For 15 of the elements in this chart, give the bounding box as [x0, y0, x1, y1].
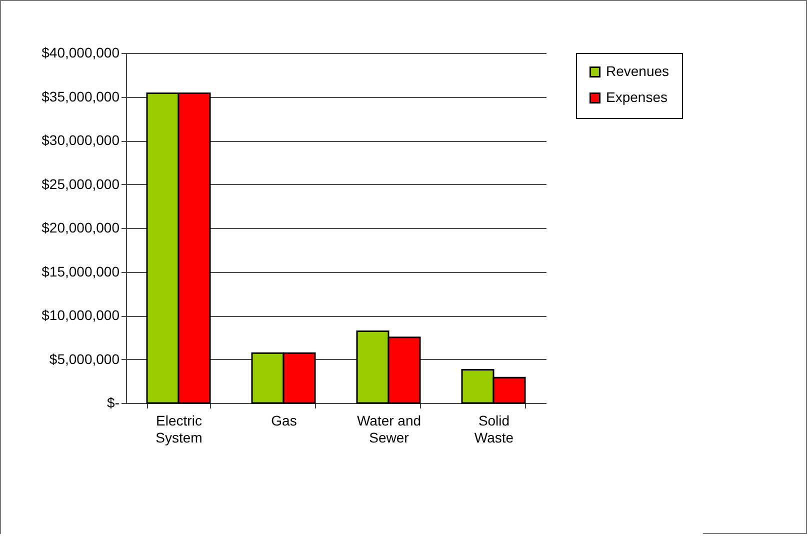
y-tick-label: $25,000,000: [42, 176, 120, 192]
y-tick-label: $10,000,000: [42, 307, 120, 323]
legend-label: Revenues: [606, 63, 670, 79]
y-tick-label: $30,000,000: [42, 132, 120, 148]
y-tick-label: $15,000,000: [42, 263, 120, 280]
x-tick-label: Electric System: [156, 412, 202, 446]
y-tick-label: $35,000,000: [42, 88, 120, 104]
x-tick-label: Solid Waste: [474, 412, 514, 446]
y-tick-label: $20,000,000: [42, 220, 120, 236]
legend-label: Expenses: [606, 89, 668, 105]
y-tick-label: $40,000,000: [42, 44, 120, 60]
x-tick-label: Gas: [271, 412, 297, 428]
y-tick-label: $-: [107, 394, 120, 410]
y-tick-label: $5,000,000: [49, 350, 120, 367]
x-tick-label: Water and Sewer: [356, 412, 422, 446]
